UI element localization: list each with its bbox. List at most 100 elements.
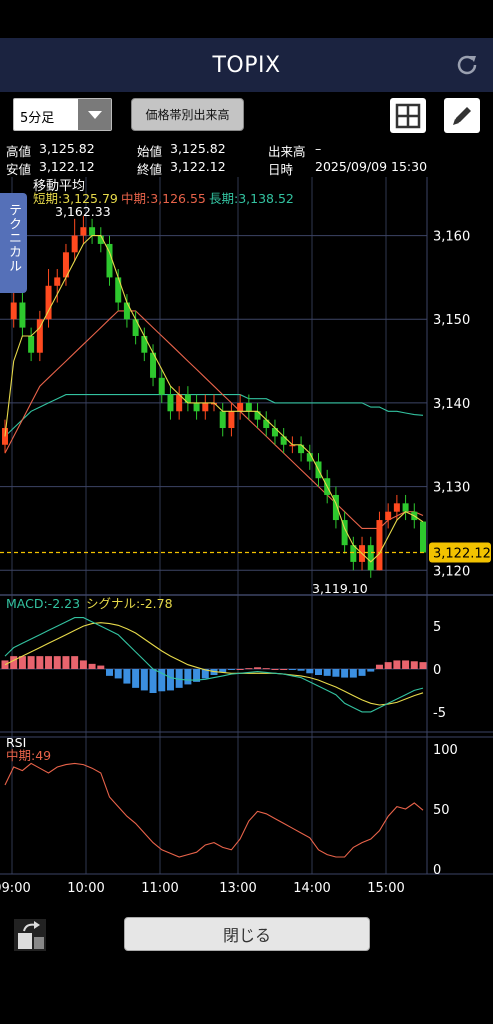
- macd-signal-legend: シグナル:-2.78: [86, 596, 173, 611]
- chart-area[interactable]: 09:00 10:00 11:00 13:00 14:00 15:00 3,160 3,150…: [0, 177, 493, 912]
- volume-by-price-button[interactable]: 価格帯別出来高: [131, 98, 244, 131]
- macd-histogram-bar: [349, 669, 357, 678]
- candle: [393, 503, 400, 512]
- macd-y-tick-label: 5: [433, 620, 441, 635]
- refresh-icon[interactable]: [453, 51, 481, 79]
- macd-histogram-bar: [254, 667, 262, 669]
- close-button[interactable]: 閉じる: [124, 917, 370, 951]
- macd-histogram-bar: [184, 669, 192, 685]
- macd-histogram-bar: [45, 656, 53, 669]
- macd-histogram-bar: [62, 656, 70, 669]
- candle: [97, 235, 104, 244]
- rsi-title: RSI: [6, 735, 26, 750]
- interval-select[interactable]: 5分足: [13, 98, 112, 131]
- page-title: TOPIX: [212, 52, 281, 78]
- candle: [115, 277, 122, 303]
- candle: [350, 545, 357, 562]
- candle: [237, 402, 244, 412]
- ma-mid-line: [4, 310, 424, 529]
- candle: [10, 302, 17, 320]
- macd-histogram-bar: [158, 669, 166, 692]
- macd-histogram-bar: [123, 669, 131, 684]
- x-tick-label: 10:00: [67, 881, 104, 896]
- draw-button[interactable]: [444, 98, 480, 133]
- last-price-value: 3,122.12: [433, 547, 491, 562]
- candle: [141, 335, 148, 353]
- candle: [332, 494, 339, 521]
- status-bar: [0, 0, 493, 38]
- candle: [280, 436, 287, 445]
- macd-histogram-bar: [140, 669, 148, 691]
- macd-y-tick-label: -5: [433, 706, 446, 721]
- candle: [254, 411, 261, 420]
- candle: [80, 227, 87, 236]
- macd-histogram-bar: [18, 656, 26, 669]
- volume-value: –: [315, 141, 322, 156]
- y-tick-label: 3,160: [433, 230, 470, 245]
- y-tick-label: 3,130: [433, 481, 470, 496]
- x-tick-label: 14:00: [293, 881, 330, 896]
- technical-tab[interactable]: テクニカル: [0, 193, 27, 293]
- y-tick-label: 3,120: [433, 564, 470, 579]
- high-label: 高値: [6, 144, 32, 159]
- macd-histogram-bar: [280, 669, 288, 670]
- candle: [150, 352, 157, 378]
- low-value: 3,122.12: [39, 159, 95, 174]
- datetime-value: 2025/09/09 15:30: [315, 159, 428, 174]
- candle: [28, 335, 35, 353]
- candle: [271, 428, 278, 437]
- candle: [193, 402, 200, 412]
- high-annotation: 3,162.33: [55, 204, 111, 219]
- chevron-down-icon: [78, 99, 111, 130]
- rsi-y-tick-label: 50: [433, 803, 450, 818]
- rsi-y-tick-label: 0: [433, 863, 441, 878]
- macd-histogram-bar: [36, 656, 44, 669]
- candle: [62, 252, 69, 278]
- open-value: 3,125.82: [170, 141, 226, 156]
- macd-histogram-bar: [332, 669, 340, 677]
- ma-legend-title: 移動平均: [33, 179, 85, 194]
- macd-histogram-bar: [106, 669, 113, 676]
- candle: [376, 520, 383, 571]
- candle: [19, 302, 26, 328]
- candle: [219, 411, 226, 429]
- rsi-y-tick-label: 100: [433, 743, 458, 758]
- x-tick-label: 13:00: [219, 881, 256, 896]
- macd-histogram-bar: [419, 662, 427, 669]
- candle: [184, 394, 191, 403]
- candle: [167, 394, 174, 412]
- candle: [158, 377, 165, 395]
- y-tick-label: 3,150: [433, 313, 470, 328]
- macd-histogram-bar: [271, 669, 279, 670]
- chart-svg[interactable]: 09:00 10:00 11:00 13:00 14:00 15:00 3,160 3,150…: [0, 177, 493, 912]
- candle: [202, 402, 209, 412]
- macd-histogram-bar: [132, 669, 140, 688]
- macd-histogram-bar: [88, 663, 96, 669]
- rotate-screen-icon[interactable]: [12, 917, 48, 953]
- candle: [341, 520, 348, 546]
- ma-legend-0: 短期:3,125.79: [33, 191, 118, 206]
- candle: [71, 235, 78, 253]
- macd-histogram-bar: [149, 669, 157, 693]
- macd-histogram-bar: [27, 656, 35, 669]
- high-value: 3,125.82: [39, 141, 95, 156]
- macd-histogram-bar: [315, 669, 322, 675]
- macd-y-tick-label: 0: [433, 663, 441, 678]
- grid-button[interactable]: [390, 98, 426, 133]
- ma-legend-2: 長期:3,138.52: [209, 191, 294, 206]
- macd-legend: MACD:-2.23: [6, 596, 80, 611]
- macd-histogram-bar: [175, 669, 183, 688]
- datetime-label: 日時: [268, 162, 294, 177]
- macd-line: [4, 617, 424, 713]
- close-label: 終値: [137, 162, 163, 177]
- candle: [402, 503, 409, 512]
- macd-histogram-bar: [219, 669, 227, 673]
- macd-histogram-bar: [114, 669, 122, 679]
- macd-histogram-bar: [306, 669, 314, 674]
- macd-histogram-bar: [97, 665, 105, 669]
- candle: [228, 411, 235, 429]
- volume-label: 出来高: [268, 144, 306, 159]
- candle: [36, 319, 43, 353]
- candle: [45, 285, 52, 320]
- open-label: 始値: [137, 144, 163, 159]
